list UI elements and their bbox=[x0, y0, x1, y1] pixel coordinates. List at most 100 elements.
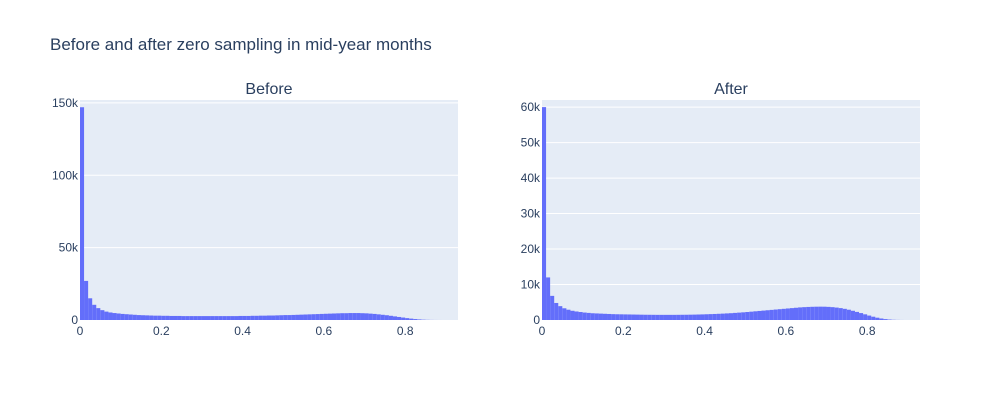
histogram-bar bbox=[165, 315, 170, 320]
histogram-bar bbox=[708, 314, 713, 320]
histogram-bar bbox=[558, 306, 563, 320]
histogram-bar bbox=[781, 308, 786, 320]
histogram-bar bbox=[651, 314, 656, 320]
histogram-bar bbox=[169, 315, 174, 320]
histogram-bar bbox=[822, 306, 827, 320]
histogram-bar bbox=[720, 313, 725, 320]
histogram-bar bbox=[680, 314, 685, 320]
histogram-bar bbox=[546, 277, 551, 320]
x-tick-label: 0.8 bbox=[859, 324, 876, 338]
y-tick-label: 50k bbox=[59, 241, 79, 255]
histogram-bar bbox=[850, 310, 855, 320]
histogram-bar bbox=[380, 314, 385, 320]
histogram-bar bbox=[226, 316, 231, 320]
histogram-bar bbox=[684, 314, 689, 320]
histogram-bar bbox=[566, 309, 571, 320]
histogram-bar bbox=[802, 307, 807, 320]
histogram-bar bbox=[806, 306, 811, 320]
histogram-bar bbox=[344, 313, 349, 320]
x-tick-label: 0.6 bbox=[316, 324, 333, 338]
histogram-bar bbox=[323, 313, 328, 320]
histogram-bar bbox=[80, 107, 85, 320]
histogram-bar bbox=[794, 307, 799, 320]
histogram-bar bbox=[627, 314, 632, 320]
histogram-bar bbox=[193, 316, 198, 320]
histogram-bar bbox=[275, 315, 280, 320]
histogram-bar bbox=[185, 316, 190, 320]
histogram-bar bbox=[262, 315, 267, 320]
histogram-bar bbox=[635, 314, 640, 320]
histogram-bar bbox=[777, 309, 782, 320]
histogram-bar bbox=[879, 318, 884, 320]
histogram-bar bbox=[639, 314, 644, 320]
histogram-bar bbox=[356, 313, 361, 320]
plot-area bbox=[80, 100, 458, 320]
histogram-bar bbox=[562, 308, 567, 320]
histogram-bar bbox=[279, 315, 284, 320]
histogram-bar bbox=[360, 313, 365, 320]
y-tick-label: 30k bbox=[521, 207, 541, 221]
histogram-bar bbox=[712, 313, 717, 320]
histogram-bar bbox=[814, 306, 819, 320]
histogram-bar bbox=[737, 312, 742, 320]
histogram-bar bbox=[401, 317, 406, 320]
histogram-bar bbox=[883, 319, 888, 320]
x-tick-label: 0.4 bbox=[234, 324, 251, 338]
histogram-bar bbox=[140, 315, 146, 320]
y-tick-label: 60k bbox=[521, 100, 541, 114]
histogram-bar bbox=[854, 311, 860, 320]
histogram-bar bbox=[405, 318, 410, 320]
histogram-bar bbox=[299, 314, 304, 320]
histogram-bar bbox=[315, 314, 320, 320]
histogram-bar bbox=[700, 314, 705, 320]
histogram-bar bbox=[291, 314, 296, 320]
histogram-bar bbox=[332, 313, 337, 320]
histogram-bar bbox=[542, 107, 547, 320]
histogram-bar bbox=[311, 314, 316, 320]
histogram-bar bbox=[554, 302, 559, 320]
histogram-bar bbox=[327, 313, 332, 320]
histogram-bar bbox=[266, 315, 272, 320]
subplot-title: Before bbox=[245, 81, 292, 98]
histogram-bar bbox=[570, 310, 575, 320]
histogram-bar bbox=[757, 310, 762, 320]
histogram-bar bbox=[769, 309, 774, 320]
histogram-bar bbox=[696, 314, 701, 320]
y-axis-ticks: 0 50k 100k 150k bbox=[52, 96, 79, 327]
histogram-bar bbox=[615, 314, 620, 320]
histogram-bar bbox=[741, 312, 746, 320]
figure-title: Before and after zero sampling in mid-ye… bbox=[50, 35, 432, 54]
subplot-after: 0 10k 20k 30k 40k 50k 60k 0 0.2 0.4 0.6 0.8 After bbox=[521, 81, 920, 338]
histogram-bar bbox=[761, 310, 766, 320]
histogram-bar bbox=[384, 315, 389, 320]
histogram-bar bbox=[250, 315, 255, 320]
histogram-bar bbox=[716, 313, 721, 320]
y-tick-label: 10k bbox=[521, 278, 541, 292]
histogram-bar bbox=[201, 316, 206, 320]
histogram-bar bbox=[104, 311, 109, 320]
histogram-bar bbox=[871, 316, 876, 320]
histogram-bar bbox=[859, 313, 864, 320]
histogram-bar bbox=[149, 315, 154, 320]
histogram-bar bbox=[319, 313, 324, 320]
x-tick-label: 0.2 bbox=[153, 324, 170, 338]
x-tick-label: 0.2 bbox=[615, 324, 632, 338]
histogram-bar bbox=[295, 314, 300, 320]
histogram-bar bbox=[218, 316, 223, 320]
histogram-bar bbox=[173, 315, 178, 320]
histogram-bar bbox=[214, 316, 219, 320]
histogram-bar bbox=[84, 280, 89, 320]
histogram-bar bbox=[352, 313, 357, 320]
histogram-bar bbox=[643, 314, 648, 320]
histogram-bar bbox=[287, 315, 292, 320]
histogram-bar bbox=[258, 315, 263, 320]
histogram-bar bbox=[197, 316, 202, 320]
histogram-bar bbox=[417, 319, 422, 320]
histogram-bar bbox=[647, 314, 652, 320]
histogram-bar bbox=[307, 314, 312, 320]
histogram-bar bbox=[132, 314, 137, 320]
histogram-bar bbox=[234, 316, 239, 320]
histogram-bar bbox=[830, 307, 835, 320]
histogram-bar bbox=[611, 314, 616, 320]
histogram-bar bbox=[875, 317, 880, 320]
